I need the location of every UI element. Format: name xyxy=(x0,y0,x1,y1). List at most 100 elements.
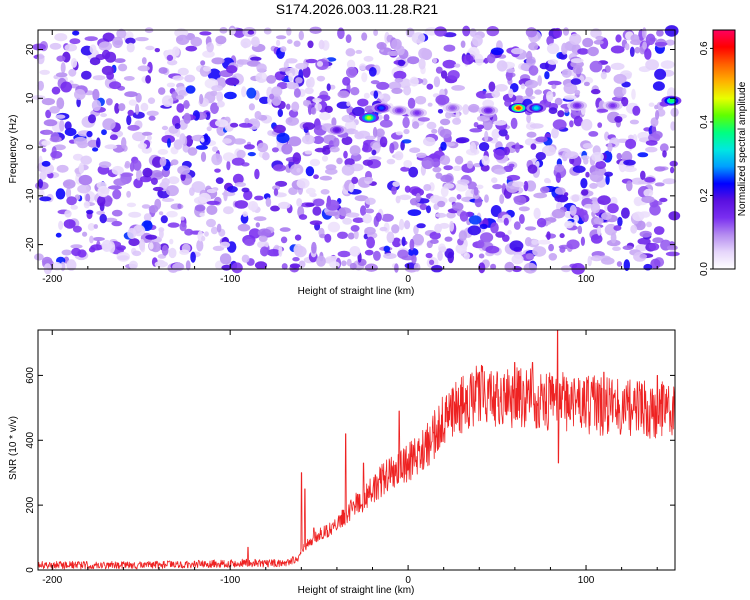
spectrogram-cell xyxy=(63,219,76,229)
spectrogram-cell xyxy=(140,175,152,183)
colorbar-tick-label: 0.6 xyxy=(699,41,710,55)
spectrogram-cell xyxy=(148,115,156,121)
spectrogram-cell xyxy=(206,205,218,215)
spectrogram-cell xyxy=(145,234,158,240)
spectrogram-cell xyxy=(51,86,61,95)
spectrogram-cell xyxy=(161,198,175,202)
spectrogram-cell xyxy=(654,104,659,110)
spectrogram-cell xyxy=(329,146,340,153)
spectrogram-cell xyxy=(546,43,560,55)
spectrogram-cell xyxy=(570,78,582,85)
spectrogram-cell xyxy=(337,90,350,99)
spectrogram-cell xyxy=(551,127,559,139)
spectrogram-cell xyxy=(612,246,621,251)
spectrogram-cell xyxy=(403,85,412,96)
spectrogram-cell xyxy=(616,261,623,267)
spectrogram-cell xyxy=(89,235,94,244)
spectrogram-cell xyxy=(349,145,361,156)
spectrogram-cell xyxy=(638,211,651,218)
spectrogram-cell xyxy=(468,106,479,113)
spectrogram-cell xyxy=(224,91,237,100)
spectrogram-cell xyxy=(439,118,451,126)
spectrogram-cell xyxy=(573,214,579,223)
spectrogram-cell xyxy=(423,136,436,147)
spectrogram-cell xyxy=(504,261,515,273)
spectrogram-cell xyxy=(574,89,581,96)
spectrogram-cell xyxy=(621,96,629,107)
spectrogram-cell xyxy=(91,99,102,112)
spectrogram-cell xyxy=(373,29,378,36)
spectrogram-cell xyxy=(142,167,153,178)
spectrogram-cell xyxy=(397,249,409,259)
spectrogram-cell xyxy=(76,97,81,108)
spectrogram-cell xyxy=(621,150,633,163)
spectrogram-cell xyxy=(581,119,593,131)
spectrogram-cell xyxy=(492,184,503,190)
spectrogram-cell xyxy=(476,124,484,130)
snr-series-line xyxy=(37,329,676,570)
spectrogram-cell xyxy=(522,95,536,100)
spectrogram-cell xyxy=(118,63,128,72)
spectrogram-cell xyxy=(238,122,253,128)
spectrogram-cell xyxy=(311,241,317,254)
spectrogram-cell xyxy=(462,54,474,65)
spectrogram-cell xyxy=(65,187,72,199)
spectrogram-cell xyxy=(258,235,268,242)
spectrogram-cell xyxy=(64,210,72,218)
spectrogram-cell xyxy=(158,67,168,74)
spectrogram-cell xyxy=(391,224,400,234)
spectrogram-cell xyxy=(278,67,291,72)
spectrogram-cell xyxy=(392,237,402,248)
snr-x-tick-label: 0 xyxy=(405,575,411,586)
colorbar-label: Normalized spectral amplitude xyxy=(737,81,748,216)
spectrogram-cell xyxy=(135,37,149,42)
spectrogram-cell xyxy=(454,63,461,68)
spectrogram-cell xyxy=(413,262,421,272)
spectrogram-cell xyxy=(547,59,559,65)
spectrogram-cell xyxy=(491,128,501,139)
spectrogram-cell xyxy=(412,233,424,246)
spectrogram-cell xyxy=(183,100,190,109)
spectrogram-cell xyxy=(176,103,185,113)
spectrogram-cell xyxy=(395,195,401,204)
spectrogram-cell xyxy=(64,43,78,52)
spectrogram-cell xyxy=(281,143,293,155)
spectrogram-cell xyxy=(554,164,565,173)
spectrogram-cell xyxy=(426,205,431,214)
spectrogram-cell xyxy=(531,239,539,245)
spectrogram-cell xyxy=(511,254,524,265)
spectrogram-cell xyxy=(590,28,602,39)
spectrogram-cell xyxy=(226,160,231,171)
spectrogram-cell xyxy=(407,209,422,217)
spectrogram-cell xyxy=(652,81,665,91)
spectrogram-cell xyxy=(373,250,381,261)
spectrogram-cell xyxy=(559,246,566,253)
spectrogram-cell xyxy=(462,104,470,115)
spectrogram-cell xyxy=(526,113,531,124)
spectrogram-cell xyxy=(376,81,390,90)
spectrogram-cell xyxy=(145,75,152,84)
spectrogram-cell xyxy=(254,168,260,180)
spectrogram-cell xyxy=(386,231,395,244)
spectrogram-cell xyxy=(286,27,292,36)
spectrogram-cell xyxy=(307,40,314,49)
spectrogram-cell xyxy=(597,225,602,236)
spectrogram-cell xyxy=(643,188,654,197)
spectrogram-cell xyxy=(199,31,212,36)
spectrogram-cell xyxy=(431,158,441,168)
spectrogram-cell xyxy=(49,42,62,50)
spectrogram-cell xyxy=(555,172,562,184)
spectrogram-cell xyxy=(39,69,50,75)
spectrogram-cell xyxy=(296,198,303,207)
spectrogram-cell xyxy=(583,81,590,87)
spectrogram-cell xyxy=(656,29,664,37)
spectrogram-cell xyxy=(440,174,453,183)
spectrogram-cell xyxy=(490,47,504,56)
spectrogram-cell xyxy=(416,223,426,229)
spectrogram-cell xyxy=(89,44,97,54)
spectrogram-cell xyxy=(296,167,301,173)
spectrogram-cell xyxy=(126,115,132,126)
spectrogram-cell xyxy=(364,226,376,235)
spectrogram-signal-blob xyxy=(378,106,384,110)
spectrogram-cell xyxy=(50,150,63,159)
